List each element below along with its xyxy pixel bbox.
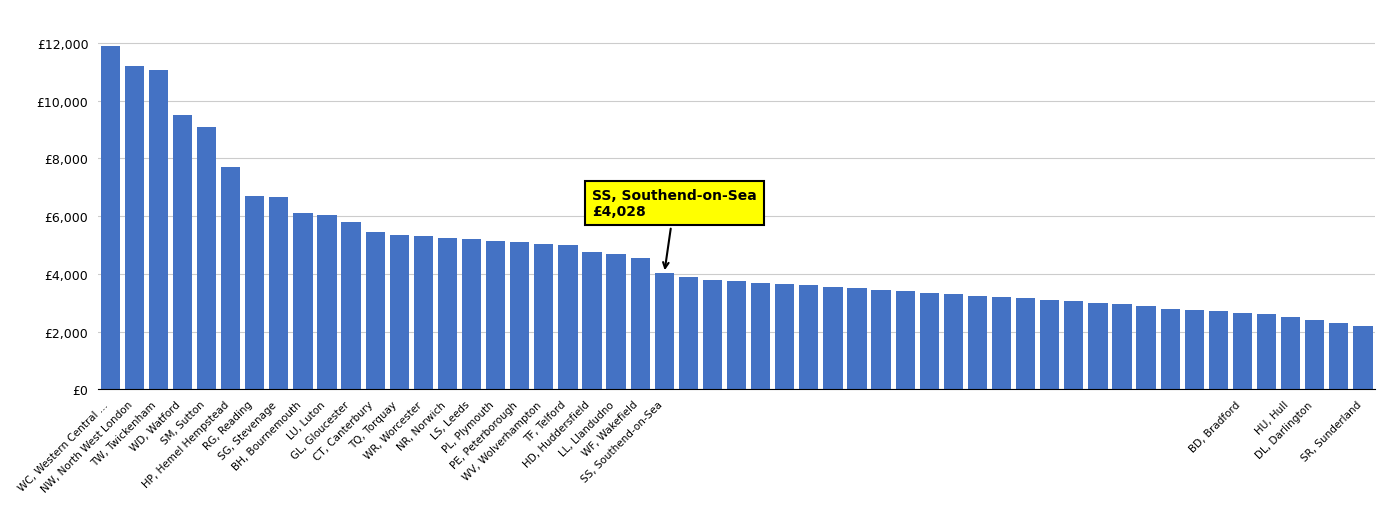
Bar [1161,309,1180,389]
Bar [1112,304,1131,389]
Bar [872,290,891,389]
Bar [125,67,145,389]
Bar [559,245,578,389]
Bar [293,214,313,389]
Bar [1184,310,1204,389]
Bar [776,285,795,389]
Bar [438,238,457,389]
Bar [389,236,409,389]
Bar [678,277,698,389]
Text: SS, Southend-on-Sea
£4,028: SS, Southend-on-Sea £4,028 [592,189,756,268]
Bar [486,241,506,389]
Bar [1209,312,1227,389]
Bar [317,215,336,389]
Bar [414,237,434,389]
Bar [510,243,530,389]
Bar [366,233,385,389]
Bar [534,244,553,389]
Bar [1329,323,1348,389]
Bar [727,281,746,389]
Bar [1040,300,1059,389]
Bar [799,286,819,389]
Bar [751,283,770,389]
Bar [848,289,867,389]
Bar [582,252,602,389]
Bar [100,47,120,389]
Bar [655,273,674,389]
Bar [1137,306,1155,389]
Bar [149,71,168,389]
Bar [823,287,842,389]
Bar [172,116,192,389]
Bar [606,254,626,389]
Bar [221,167,240,389]
Bar [1088,303,1108,389]
Bar [1354,326,1372,389]
Bar [342,222,361,389]
Bar [1233,313,1252,389]
Bar [967,296,987,389]
Bar [1305,321,1325,389]
Bar [944,295,963,389]
Bar [461,240,481,389]
Bar [245,196,264,389]
Bar [703,280,723,389]
Bar [631,259,651,389]
Bar [1257,315,1276,389]
Bar [197,127,217,389]
Bar [1016,299,1036,389]
Bar [992,297,1012,389]
Bar [895,292,915,389]
Bar [920,293,940,389]
Bar [270,198,289,389]
Bar [1282,318,1300,389]
Bar [1065,302,1083,389]
